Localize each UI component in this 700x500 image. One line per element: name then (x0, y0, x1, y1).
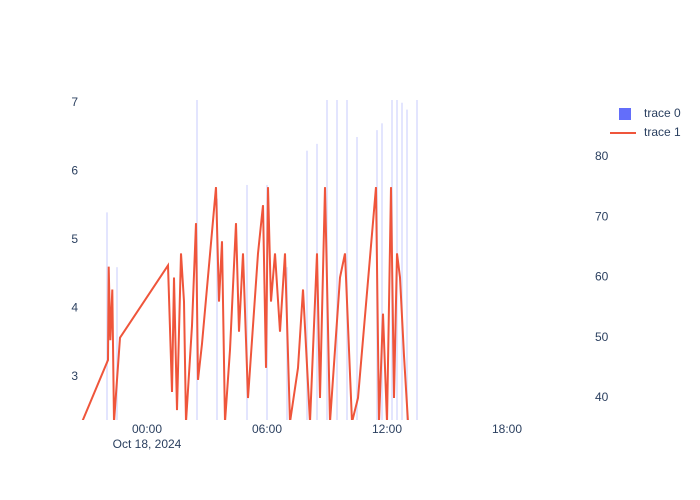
y2-tick-label: 60 (595, 270, 609, 284)
y2-tick-label: 70 (595, 209, 609, 223)
x-tick-label: 18:00 (492, 422, 522, 436)
y-tick-label: 6 (71, 163, 78, 177)
bar (106, 212, 108, 420)
x-tick-date: Oct 18, 2024 (113, 437, 182, 451)
y-tick-label: 5 (71, 232, 78, 246)
y2-tick-label: 80 (595, 149, 609, 163)
x-tick-label: 00:00 (132, 422, 162, 436)
bar (116, 267, 118, 420)
bar (246, 184, 248, 420)
line (81, 187, 409, 420)
y-tick-label: 4 (71, 300, 78, 314)
bar (336, 100, 338, 420)
bar (416, 100, 418, 420)
y-tick-label: 3 (71, 369, 78, 383)
x-tick-label: 06:00 (252, 422, 282, 436)
legend-swatch (619, 108, 631, 120)
bar (346, 100, 348, 420)
bar (406, 109, 408, 420)
bar (356, 137, 358, 420)
legend-label: trace 1 (644, 125, 681, 139)
legend: trace 0 trace 1 (610, 106, 681, 139)
y2-tick-label: 50 (595, 330, 609, 344)
legend-label: trace 0 (644, 106, 681, 120)
bar (381, 123, 383, 420)
bar (216, 198, 218, 420)
x-tick-label: 12:00 (372, 422, 402, 436)
line-layer (81, 187, 409, 420)
bar (401, 102, 403, 420)
y-tick-label: 7 (71, 95, 78, 109)
y2-tick-label: 40 (595, 390, 609, 404)
bar (306, 150, 308, 420)
